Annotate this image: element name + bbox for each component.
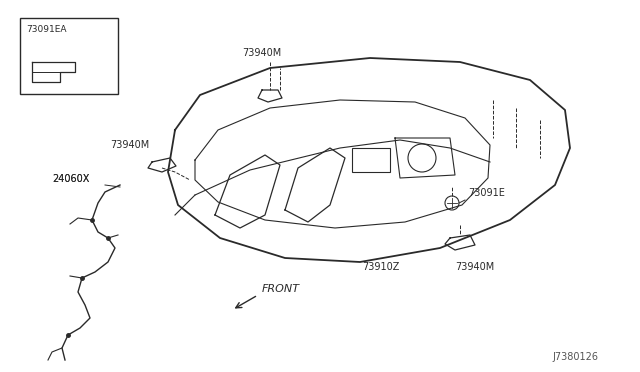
Text: 73091EA: 73091EA [26, 25, 67, 34]
Bar [352, 148, 390, 172]
Text: 73910Z: 73910Z [362, 262, 399, 272]
Text: FRONT: FRONT [262, 284, 300, 294]
Text: 73940M: 73940M [242, 48, 281, 58]
Text: 73940M: 73940M [110, 140, 149, 150]
Text: 73940M: 73940M [455, 262, 494, 272]
Text: J7380126: J7380126 [552, 352, 598, 362]
Bar [20, 18, 118, 94]
Text: 24060X: 24060X [52, 174, 90, 184]
Text: 73091E: 73091E [468, 188, 505, 198]
Text: 24060X: 24060X [52, 174, 90, 184]
